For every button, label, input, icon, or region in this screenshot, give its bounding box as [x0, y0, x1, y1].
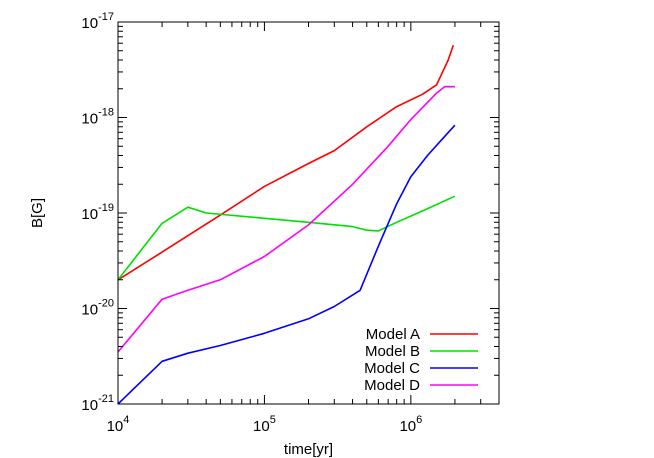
y-tick-exp: -21: [98, 393, 114, 405]
y-tick-exp: -19: [98, 202, 114, 214]
x-tick-base: 10: [253, 418, 270, 435]
y-tick-exp: -17: [98, 11, 114, 23]
y-tick-base: 10: [81, 111, 98, 128]
series-line-3: [117, 124, 456, 405]
legend-label-3: Model C: [364, 360, 420, 377]
x-tick-exp: 6: [416, 414, 422, 426]
y-tick-label: 10-18: [81, 107, 114, 128]
y-tick-base: 10: [81, 302, 98, 319]
y-axis-label: B[G]: [29, 198, 46, 228]
y-tick-exp: -18: [98, 107, 114, 119]
x-tick-label: 105: [253, 414, 276, 435]
y-tick-base: 10: [81, 206, 98, 223]
ticks-layer: [117, 21, 499, 405]
legend-label-2: Model B: [365, 343, 420, 360]
plot-frame: [117, 21, 500, 405]
series-line-1: [117, 45, 455, 281]
legend-label-1: Model A: [366, 326, 420, 343]
y-tick-exp: -20: [98, 298, 114, 310]
y-tick-base: 10: [81, 397, 98, 414]
x-tick-label: 104: [107, 414, 130, 435]
x-tick-base: 10: [399, 418, 416, 435]
legend-label-4: Model D: [364, 377, 420, 394]
y-tick-base: 10: [81, 15, 98, 32]
series-layer: [117, 45, 456, 405]
x-axis-label: time[yr]: [284, 441, 333, 458]
x-tick-exp: 5: [270, 414, 276, 426]
y-tick-label: 10-19: [81, 202, 114, 223]
y-tick-label: 10-17: [81, 11, 114, 32]
x-tick-label: 106: [399, 414, 422, 435]
x-tick-base: 10: [107, 418, 124, 435]
y-tick-label: 10-20: [81, 298, 114, 319]
series-line-4: [117, 85, 455, 353]
x-tick-exp: 4: [123, 414, 129, 426]
y-tick-label: 10-21: [81, 393, 114, 414]
series-line-2: [117, 195, 456, 281]
